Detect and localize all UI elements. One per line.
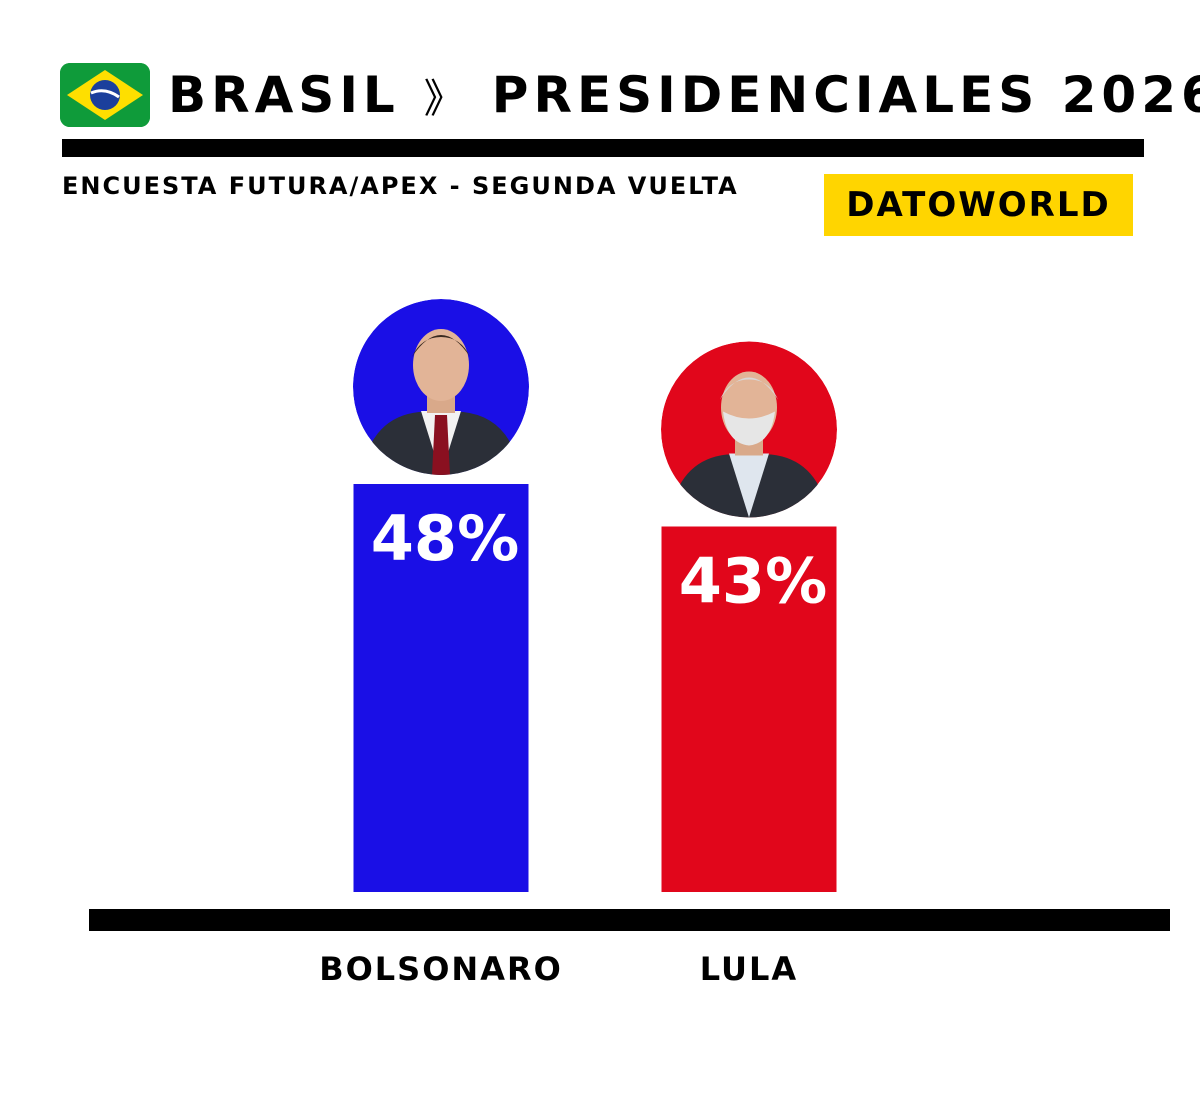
data-label-lula: 43% <box>679 545 827 618</box>
x-tick-label-bolsonaro: BOLSONARO <box>319 950 563 988</box>
header-divider <box>62 139 1144 157</box>
bar-lula <box>661 526 837 892</box>
data-label-bolsonaro: 48% <box>371 502 519 575</box>
country-label: BRASIL <box>168 66 400 124</box>
avatar-bolsonaro <box>353 299 529 475</box>
brazil-flag-icon <box>60 63 150 127</box>
bar-bolsonaro <box>353 484 529 892</box>
avatar-lula <box>661 341 837 518</box>
x-tick-label-lula: LULA <box>699 950 799 988</box>
x-axis-baseline <box>89 909 1170 931</box>
page-title: BRASIL 》 PRESIDENCIALES 2026 <box>168 70 1200 120</box>
brand-badge: DATOWORLD <box>824 174 1133 236</box>
chart-header: BRASIL 》 PRESIDENCIALES 2026 <box>60 62 1200 128</box>
chart-subtitle: ENCUESTA FUTURA/APEX - SEGUNDA VUELTA <box>62 172 739 200</box>
separator-icon: 》 <box>423 76 464 122</box>
election-title: PRESIDENCIALES 2026 <box>491 66 1200 124</box>
